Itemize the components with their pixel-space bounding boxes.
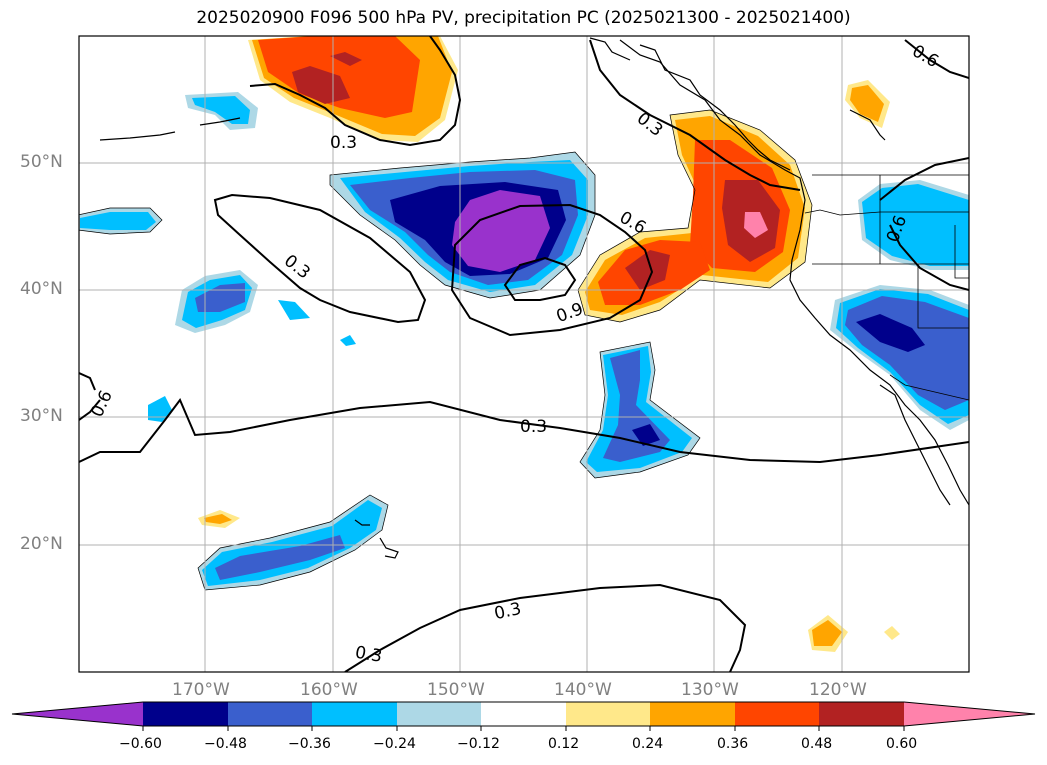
- negative-anomaly-fields: [79, 92, 969, 590]
- lon-label-160w: 160°W: [300, 680, 358, 700]
- lat-label-30n: 30°N: [20, 406, 63, 426]
- colorbar-tick-label: 0.60: [886, 736, 918, 752]
- lon-label-150w: 150°W: [427, 680, 485, 700]
- colorbar-swatch: [566, 702, 650, 726]
- colorbar-tick-label: 0.24: [632, 736, 664, 752]
- lat-label-20n: 20°N: [20, 534, 63, 554]
- shading-outlines: [79, 109, 813, 591]
- colorbar-swatch: [735, 702, 819, 726]
- plot-title: 2025020900 F096 500 hPa PV, precipitatio…: [196, 8, 851, 28]
- colorbar-tick-label: −0.36: [288, 736, 331, 752]
- lon-label-140w: 140°W: [554, 680, 612, 700]
- map-panel: 0.3 0.3 0.3 0.3 0.3 0.3 0.6 0.6 0.6 0.6 …: [79, 36, 969, 672]
- colorbar-tick-label: 0.36: [717, 736, 749, 752]
- colorbar-tick-label: 0.12: [548, 736, 580, 752]
- colorbar-ticks: [142, 726, 905, 731]
- colorbar-swatch: [819, 702, 904, 726]
- coastlines: [99, 37, 969, 559]
- colorbar-tick-label: −0.24: [373, 736, 416, 752]
- lon-label-170w: 170°W: [172, 680, 230, 700]
- colorbar-swatch: [143, 702, 228, 726]
- colorbar-tick-label: −0.60: [119, 736, 162, 752]
- colorbar-swatch: [650, 702, 735, 726]
- contour-label: 0.3: [353, 643, 383, 667]
- colorbar-swatch: [312, 702, 397, 726]
- colorbar-extend-right: [904, 702, 1035, 726]
- pv-contours: [79, 36, 969, 672]
- colorbar-swatch: [481, 702, 566, 726]
- lat-label-40n: 40°N: [20, 279, 63, 299]
- contour-label: 0.3: [520, 417, 547, 437]
- colorbar: [11, 701, 1036, 731]
- colorbar-swatch: [397, 702, 481, 726]
- contour-label: 0.3: [330, 133, 357, 153]
- lon-label-130w: 130°W: [681, 680, 739, 700]
- graticule: [79, 36, 969, 672]
- colorbar-extend-left: [12, 702, 143, 726]
- colorbar-swatch: [228, 702, 312, 726]
- state-borders: [804, 174, 969, 401]
- colorbar-tick-label: 0.48: [801, 736, 833, 752]
- lat-label-50n: 50°N: [20, 152, 63, 172]
- colorbar-tick-label: −0.12: [457, 736, 500, 752]
- map-frame: [78, 35, 970, 673]
- colorbar-tick-label: −0.48: [204, 736, 247, 752]
- lon-label-120w: 120°W: [809, 680, 867, 700]
